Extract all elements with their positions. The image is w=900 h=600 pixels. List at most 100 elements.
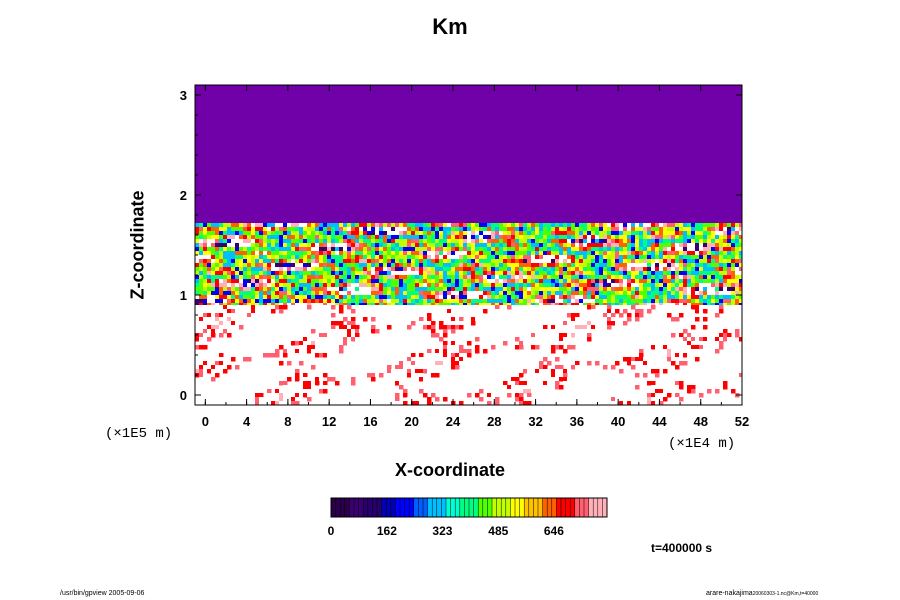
field-cell (315, 279, 320, 284)
field-cell (219, 295, 224, 300)
field-cell (375, 235, 380, 240)
field-cell (483, 299, 488, 304)
field-cell (455, 239, 460, 244)
field-cell (627, 243, 632, 248)
field-cell (583, 267, 588, 272)
field-cell (351, 223, 356, 228)
field-cell (715, 295, 720, 300)
field-cell (199, 373, 204, 378)
field-cell (199, 325, 204, 330)
field-cell (271, 223, 276, 228)
field-cell (599, 251, 604, 256)
field-cell (591, 299, 596, 304)
field-cell (267, 251, 272, 256)
field-cell (267, 291, 272, 296)
field-cell (247, 235, 252, 240)
field-cell (331, 291, 336, 296)
field-cell (299, 235, 304, 240)
field-cell (591, 321, 596, 326)
field-cell (367, 299, 372, 304)
field-cell (411, 247, 416, 252)
field-cell (375, 373, 380, 378)
field-cell (195, 369, 200, 374)
field-cell (635, 231, 640, 236)
field-cell (603, 263, 608, 268)
field-cell (371, 243, 376, 248)
field-cell (223, 231, 228, 236)
field-cell (671, 223, 676, 228)
field-cell (723, 223, 728, 228)
field-cell (595, 223, 600, 228)
field-cell (267, 283, 272, 288)
field-cell (727, 271, 732, 276)
field-cell (635, 283, 640, 288)
field-cell (295, 267, 300, 272)
field-cell (243, 251, 248, 256)
field-cell (339, 227, 344, 232)
field-cell (615, 271, 620, 276)
field-cell (351, 227, 356, 232)
field-cell (483, 243, 488, 248)
field-cell (619, 369, 624, 374)
field-cell (403, 275, 408, 280)
field-cell (267, 295, 272, 300)
field-cell (539, 263, 544, 268)
field-cell (727, 263, 732, 268)
field-cell (427, 397, 432, 402)
field-cell (367, 295, 372, 300)
field-cell (299, 381, 304, 386)
field-cell (511, 385, 516, 390)
field-cell (275, 287, 280, 292)
field-cell (655, 223, 660, 228)
field-cell (439, 243, 444, 248)
field-cell (263, 283, 268, 288)
field-cell (431, 267, 436, 272)
field-cell (439, 279, 444, 284)
field-cell (403, 295, 408, 300)
field-cell (271, 227, 276, 232)
field-cell (199, 231, 204, 236)
field-cell (699, 247, 704, 252)
field-cell (271, 393, 276, 398)
field-cell (267, 267, 272, 272)
field-cell (287, 243, 292, 248)
field-cell (215, 279, 220, 284)
field-cell (307, 267, 312, 272)
field-cell (671, 271, 676, 276)
field-cell (335, 255, 340, 260)
field-cell (523, 341, 528, 346)
field-cell (279, 251, 284, 256)
field-cell (295, 377, 300, 382)
field-cell (387, 365, 392, 370)
field-cell (547, 283, 552, 288)
field-cell (639, 259, 644, 264)
field-cell (291, 263, 296, 268)
field-cell (551, 223, 556, 228)
field-cell (359, 291, 364, 296)
field-cell (247, 305, 252, 310)
field-cell (335, 263, 340, 268)
field-cell (455, 341, 460, 346)
field-cell (379, 283, 384, 288)
field-cell (543, 373, 548, 378)
field-cell (615, 321, 620, 326)
field-cell (575, 291, 580, 296)
field-cell (655, 295, 660, 300)
field-cell (307, 357, 312, 362)
field-cell (587, 223, 592, 228)
field-cell (371, 377, 376, 382)
field-cell (491, 231, 496, 236)
field-cell (559, 239, 564, 244)
field-cell (731, 251, 736, 256)
field-cell (351, 275, 356, 280)
field-cell (239, 275, 244, 280)
field-cell (655, 397, 660, 402)
field-cell (247, 247, 252, 252)
field-cell (303, 259, 308, 264)
field-cell (635, 309, 640, 314)
field-cell (551, 291, 556, 296)
field-cell (655, 349, 660, 354)
field-cell (503, 271, 508, 276)
field-cell (483, 239, 488, 244)
field-cell (695, 239, 700, 244)
